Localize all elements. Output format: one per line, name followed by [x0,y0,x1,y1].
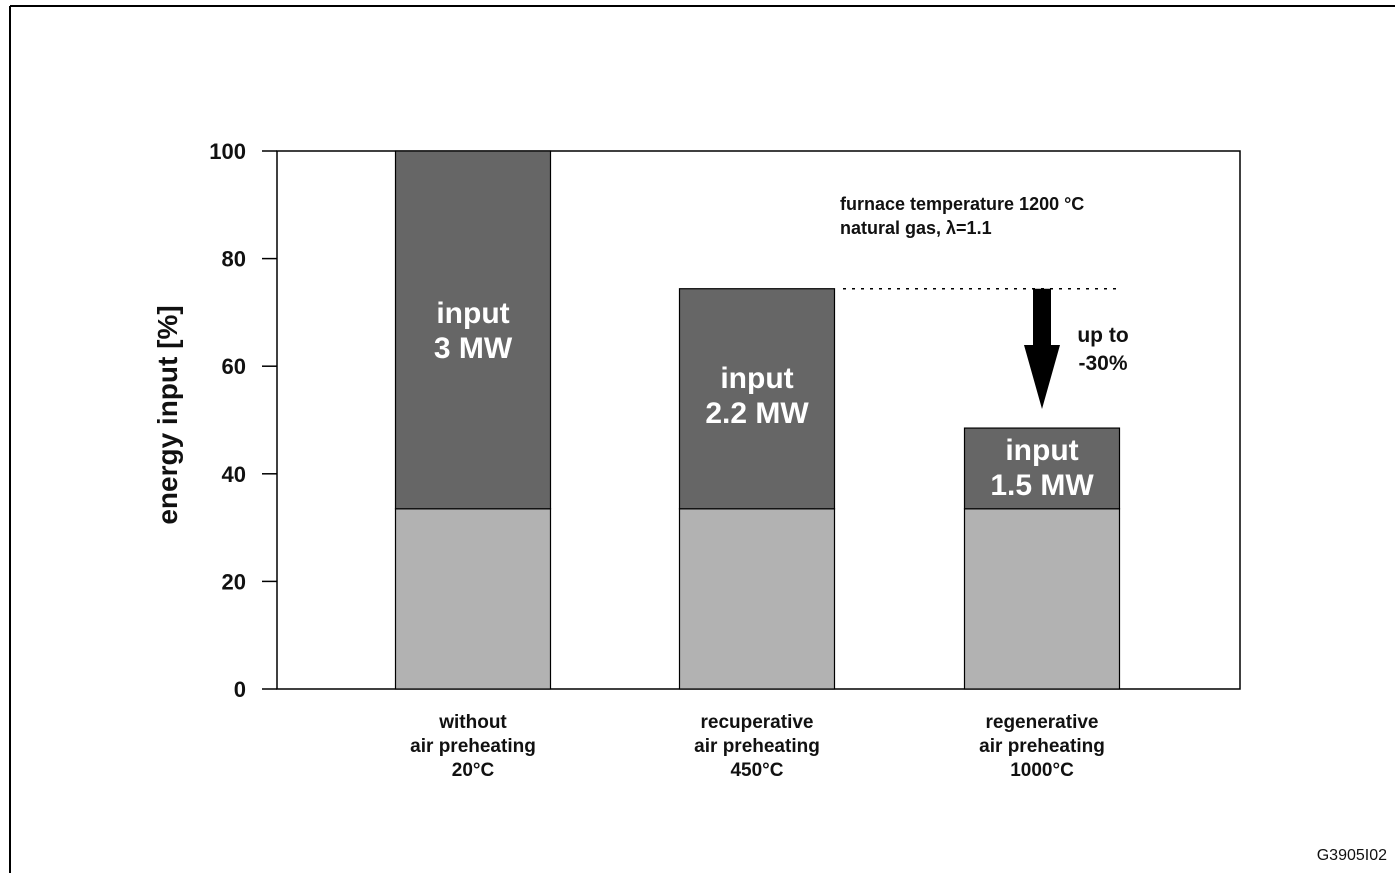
reduction-label-2: -30% [1078,352,1127,375]
bar-segment-input [963,427,1121,510]
y-tick-label: 0 [234,677,246,702]
y-tick-label: 40 [222,462,246,487]
annotation-line-2: natural gas, λ=1.1 [840,218,992,238]
bar-input-label: 1.5 MW [990,469,1094,502]
y-axis: 0 20 40 60 80 100 [209,139,277,702]
down-arrow-icon [1024,288,1060,409]
y-tick-label: 20 [222,569,246,594]
category-label: recuperative [700,712,813,733]
category-label: 20°C [452,760,495,781]
y-tick-label: 100 [209,139,246,164]
bar-segment-input [678,288,836,510]
category-label: air preheating [694,736,820,757]
category-label: 1000°C [1010,760,1074,781]
reduction-indicator: up to -30% [843,287,1129,409]
bar-segment-input [394,150,552,510]
reduction-label-1: up to [1077,324,1128,347]
category-label: air preheating [410,736,536,757]
category-label: regenerative [985,712,1098,733]
y-tick-label: 60 [222,354,246,379]
bar-input-label: input [1005,434,1078,467]
bar-segment-base [394,508,552,690]
bar-input-label: input [436,297,509,330]
category-labels: without air preheating 20°C recuperative air… [410,712,1105,781]
bar-input-label: 3 MW [434,332,513,365]
annotation: furnace temperature 1200 °C natural gas,… [840,194,1084,238]
bar-segment-base [963,508,1121,690]
y-axis-label: energy input [%] [152,305,183,524]
figure-id: G3905I02 [1317,847,1387,864]
bar-input-label: input [720,362,793,395]
category-label: 450°C [730,760,783,781]
category-label: without [438,712,507,733]
bars [394,150,1121,690]
y-tick-label: 80 [222,247,246,272]
bar-input-label: 2.2 MW [705,397,809,430]
annotation-line-1: furnace temperature 1200 °C [840,194,1084,214]
bar-segment-base [678,508,836,690]
category-label: air preheating [979,736,1105,757]
